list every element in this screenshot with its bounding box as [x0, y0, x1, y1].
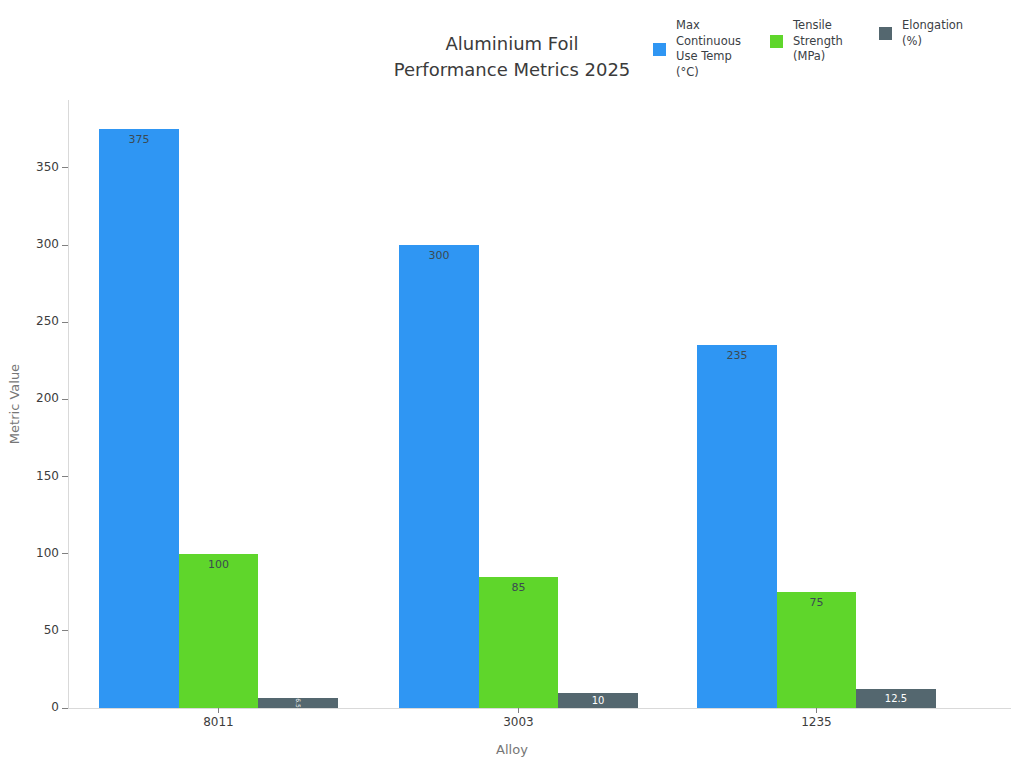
y-tick-label: 50: [7, 623, 59, 637]
bar-value-label: 235: [697, 349, 777, 362]
chart-canvas: Aluminium Foil Performance Metrics 2025 …: [0, 0, 1024, 768]
y-tick-label: 250: [7, 314, 59, 328]
bar-1235-series2[interactable]: 12.5: [856, 689, 936, 708]
legend-item-1[interactable]: Tensile Strength (MPa): [770, 18, 857, 65]
y-tick-mark: [62, 167, 68, 168]
bar-value-label: 100: [179, 558, 259, 571]
legend-swatch-icon: [653, 43, 666, 56]
legend-label: Elongation (%): [902, 18, 982, 49]
bar-value-label: 12.5: [856, 689, 936, 708]
bar-value-label: 375: [99, 133, 179, 146]
y-tick-mark: [62, 245, 68, 246]
bar-3003-series2[interactable]: 10: [558, 693, 638, 708]
x-axis-title: Alloy: [0, 742, 1024, 757]
bar-8011-series1[interactable]: 100: [179, 554, 259, 708]
y-tick-mark: [62, 322, 68, 323]
bar-value-label: 75: [777, 596, 857, 609]
bar-value-label: 10: [558, 693, 638, 708]
plot-area: 0501001502002503003508011300312353753002…: [68, 100, 1011, 709]
legend: Max Continuous Use Temp (°C) Tensile Stre…: [653, 18, 982, 80]
y-tick-mark: [62, 399, 68, 400]
legend-label: Tensile Strength (MPa): [793, 18, 857, 65]
y-tick-mark: [62, 630, 68, 631]
legend-swatch-icon: [770, 35, 783, 48]
y-axis-title: Metric Value: [7, 364, 22, 444]
legend-item-2[interactable]: Elongation (%): [879, 18, 982, 49]
legend-item-0[interactable]: Max Continuous Use Temp (°C): [653, 18, 748, 80]
y-tick-mark: [62, 708, 68, 709]
y-tick-label: 300: [7, 237, 59, 251]
y-tick-label: 0: [7, 700, 59, 714]
bar-8011-series0[interactable]: 375: [99, 129, 179, 708]
y-tick-label: 150: [7, 469, 59, 483]
bar-1235-series0[interactable]: 235: [697, 345, 777, 708]
bar-value-label: 85: [479, 581, 559, 594]
bar-8011-series2[interactable]: 6.5: [258, 698, 338, 708]
x-tick-label-1235: 1235: [767, 715, 867, 729]
bar-3003-series1[interactable]: 85: [479, 577, 559, 708]
bar-1235-series1[interactable]: 75: [777, 592, 857, 708]
bar-3003-series0[interactable]: 300: [399, 245, 479, 708]
legend-swatch-icon: [879, 27, 892, 40]
x-tick-mark: [518, 708, 519, 713]
bar-value-label: 300: [399, 249, 479, 262]
x-tick-mark: [218, 708, 219, 713]
y-tick-label: 350: [7, 160, 59, 174]
y-tick-mark: [62, 476, 68, 477]
legend-label: Max Continuous Use Temp (°C): [676, 18, 748, 80]
bar-value-label: 6.5: [258, 698, 338, 708]
x-tick-label-8011: 8011: [169, 715, 269, 729]
y-tick-label: 100: [7, 546, 59, 560]
x-tick-label-3003: 3003: [469, 715, 569, 729]
y-tick-mark: [62, 553, 68, 554]
x-tick-mark: [816, 708, 817, 713]
